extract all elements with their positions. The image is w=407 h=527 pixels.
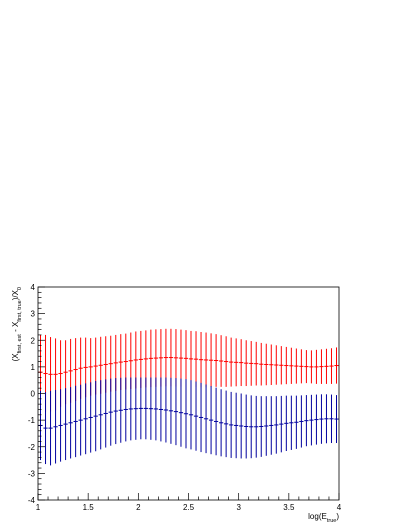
error-bars-layer bbox=[38, 328, 339, 466]
y-tick-label: -4 bbox=[28, 496, 36, 505]
x-tick-label: 3.5 bbox=[283, 503, 295, 512]
plot-frame bbox=[37, 286, 340, 501]
y-tick-label: -3 bbox=[28, 469, 36, 478]
y-tick-label: 2 bbox=[31, 336, 36, 345]
y-tick-label: 1 bbox=[31, 363, 36, 372]
x-tick-label: 2.5 bbox=[183, 503, 195, 512]
x-tick-label: 3 bbox=[236, 503, 241, 512]
axes-layer: 1 1.5 2 2.5 3 3.5 4 -4 -3 -2 -1 0 1 2 3 4 bbox=[28, 283, 342, 512]
y-tick-label: -2 bbox=[28, 443, 36, 452]
y-tick-label: 3 bbox=[31, 310, 36, 319]
x-tick-label: 1.5 bbox=[83, 503, 95, 512]
y-axis-title: (Xfirst, est - Xfirst, true)/X0 bbox=[11, 287, 23, 361]
series-1 bbox=[38, 377, 339, 466]
x-axis-title: log(Etrue) bbox=[308, 512, 339, 524]
x-tick-label: 1 bbox=[36, 503, 41, 512]
x-tick-label: 4 bbox=[337, 503, 342, 512]
series-0 bbox=[38, 328, 339, 413]
x-tick-label: 2 bbox=[136, 503, 141, 512]
y-tick-label: 4 bbox=[31, 283, 36, 292]
y-tick-label: -1 bbox=[28, 416, 36, 425]
y-tick-label: 0 bbox=[31, 390, 36, 399]
